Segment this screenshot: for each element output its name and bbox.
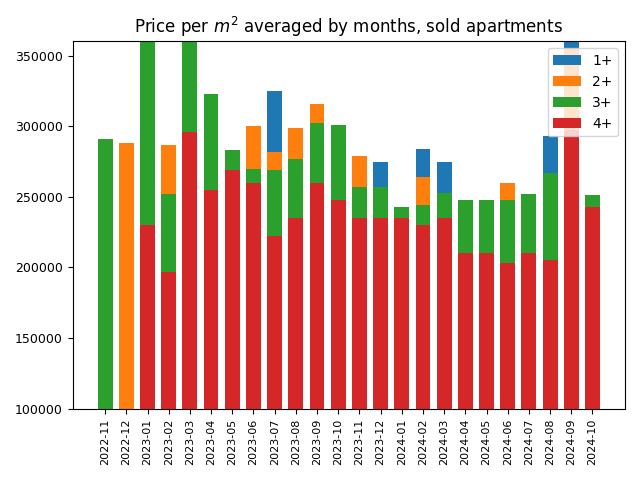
Legend: 1+, 2+, 3+, 4+: 1+, 2+, 3+, 4+ xyxy=(548,48,618,136)
Bar xyxy=(394,218,409,409)
Bar xyxy=(268,91,282,152)
Bar xyxy=(436,162,452,192)
Bar xyxy=(246,168,261,183)
Bar xyxy=(543,173,557,261)
Bar xyxy=(204,190,218,409)
Bar xyxy=(161,272,176,409)
Bar xyxy=(182,132,197,409)
Bar xyxy=(246,126,261,168)
Bar xyxy=(564,48,579,131)
Bar xyxy=(310,104,324,123)
Bar xyxy=(352,156,367,187)
Bar xyxy=(479,253,494,409)
Bar xyxy=(225,150,239,170)
Bar xyxy=(543,261,557,409)
Bar xyxy=(436,218,452,409)
Bar xyxy=(182,0,197,5)
Bar xyxy=(564,41,579,48)
Bar xyxy=(246,183,261,409)
Bar xyxy=(352,187,367,218)
Bar xyxy=(140,41,155,225)
Bar xyxy=(310,123,324,183)
Bar xyxy=(415,149,430,177)
Bar xyxy=(331,125,346,200)
Bar xyxy=(522,253,536,409)
Bar xyxy=(415,177,430,205)
Bar xyxy=(161,144,176,194)
Bar xyxy=(543,136,557,173)
Bar xyxy=(182,5,197,132)
Bar xyxy=(373,162,388,187)
Bar xyxy=(268,237,282,409)
Bar xyxy=(564,131,579,409)
Bar xyxy=(373,187,388,218)
Bar xyxy=(119,143,134,409)
Bar xyxy=(225,170,239,409)
Bar xyxy=(415,225,430,409)
Bar xyxy=(479,200,494,253)
Bar xyxy=(522,194,536,253)
Bar xyxy=(436,192,452,218)
Bar xyxy=(140,225,155,409)
Bar xyxy=(458,200,473,253)
Bar xyxy=(161,194,176,272)
Bar xyxy=(289,159,303,218)
Bar xyxy=(585,195,600,207)
Bar xyxy=(331,200,346,409)
Bar xyxy=(268,152,282,170)
Bar xyxy=(373,218,388,409)
Bar xyxy=(98,139,113,409)
Bar xyxy=(394,207,409,218)
Bar xyxy=(204,94,218,190)
Bar xyxy=(289,128,303,159)
Bar xyxy=(310,183,324,409)
Bar xyxy=(500,200,515,263)
Bar xyxy=(289,218,303,409)
Bar xyxy=(585,207,600,409)
Bar xyxy=(352,218,367,409)
Bar xyxy=(415,205,430,225)
Bar xyxy=(500,263,515,409)
Title: Price per $m^2$ averaged by months, sold apartments: Price per $m^2$ averaged by months, sold… xyxy=(134,15,563,39)
Bar xyxy=(500,183,515,200)
Bar xyxy=(458,253,473,409)
Bar xyxy=(268,170,282,237)
